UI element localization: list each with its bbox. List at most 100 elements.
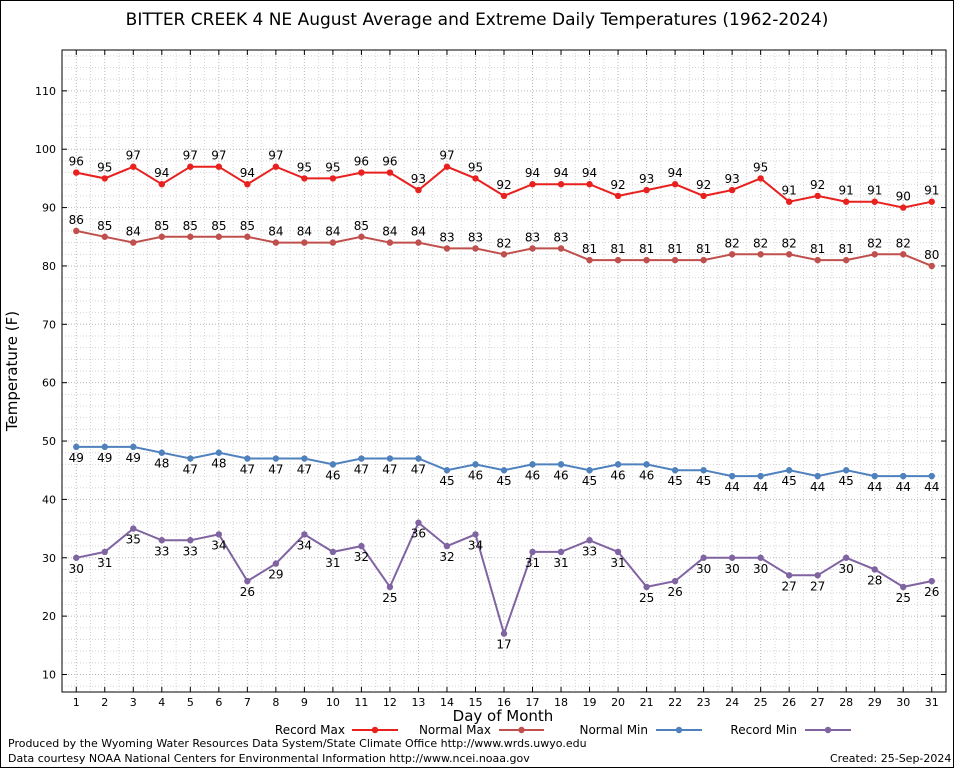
record-min-point (329, 548, 337, 556)
x-tick-label: 1 (73, 696, 80, 709)
record-min-point (529, 548, 536, 556)
record-min-point (187, 537, 194, 544)
normal-min-data-label: 44 (924, 480, 939, 494)
x-tick-label: 28 (839, 696, 853, 709)
record-min-data-label: 31 (525, 556, 540, 570)
x-tick-label: 3 (130, 696, 137, 709)
record-max-data-label: 97 (126, 149, 141, 163)
credit-line-2: Data courtesy NOAA National Centers for … (8, 752, 530, 765)
record-max-point (900, 204, 907, 211)
normal-max-point (73, 227, 80, 235)
record-max-data-label: 90 (896, 190, 911, 204)
normal-min-point (757, 472, 764, 480)
record-max-point (101, 175, 108, 182)
record-max-point (614, 192, 622, 200)
record-max-point (415, 186, 422, 194)
normal-max-data-label: 83 (525, 230, 540, 244)
record-max-data-label: 93 (639, 172, 654, 186)
x-tick-label: 6 (215, 696, 222, 709)
x-tick-label: 23 (697, 696, 711, 709)
record-min-point (358, 542, 365, 550)
normal-min-data-label: 48 (211, 457, 226, 471)
normal-min-data-label: 46 (553, 468, 568, 482)
x-tick-label: 16 (497, 696, 511, 709)
x-tick-label: 14 (440, 696, 454, 709)
normal-min-data-label: 45 (839, 474, 854, 488)
normal-max-point (871, 251, 878, 258)
record-min-data-label: 34 (297, 538, 312, 552)
normal-min-data-label: 49 (97, 451, 112, 465)
record-min-data-label: 32 (439, 550, 454, 564)
normal-min-data-label: 47 (382, 463, 397, 477)
record-max-data-label: 96 (69, 155, 84, 169)
normal-max-point (529, 245, 536, 252)
legend-marker-normal-max (518, 726, 525, 734)
normal-min-data-label: 44 (810, 480, 825, 494)
x-tick-label: 24 (725, 696, 739, 709)
record-max-point (472, 175, 479, 182)
x-tick-label: 11 (354, 696, 368, 709)
normal-min-data-label: 45 (667, 474, 682, 488)
normal-max-point (244, 233, 251, 240)
normal-max-data-label: 82 (896, 236, 911, 250)
record-max-data-label: 94 (154, 166, 169, 180)
normal-max-data-label: 84 (325, 225, 340, 239)
normal-min-point (187, 455, 194, 462)
record-min-point (158, 537, 166, 544)
normal-max-data-label: 86 (69, 213, 84, 227)
record-min-data-label: 30 (69, 562, 84, 576)
record-min-point (614, 548, 622, 556)
record-min-data-label: 31 (325, 556, 340, 570)
record-min-point (643, 583, 650, 591)
record-min-point (215, 531, 223, 538)
normal-max-data-label: 85 (154, 219, 169, 233)
normal-max-data-label: 81 (839, 242, 854, 256)
record-min-data-label: 33 (582, 544, 597, 558)
record-max-data-label: 95 (297, 160, 312, 174)
record-min-data-label: 25 (382, 591, 397, 605)
normal-min-point (358, 455, 365, 462)
x-tick-label: 25 (754, 696, 768, 709)
normal-max-data-label: 83 (439, 230, 454, 244)
normal-min-data-label: 47 (411, 463, 426, 477)
record-max-point (557, 181, 565, 188)
normal-min-data-label: 48 (154, 457, 169, 471)
record-min-data-label: 30 (753, 562, 768, 576)
normal-max-point (900, 251, 907, 258)
record-max-data-label: 93 (411, 172, 426, 186)
record-max-data-label: 92 (496, 178, 511, 192)
normal-max-point (272, 239, 280, 246)
x-tick-label: 20 (611, 696, 625, 709)
record-min-point (130, 525, 137, 532)
record-max-data-label: 95 (97, 160, 112, 174)
normal-max-point (785, 251, 793, 258)
x-axis-label: Day of Month (453, 707, 554, 725)
record-max-point (187, 163, 194, 170)
normal-min-point (101, 443, 108, 451)
normal-min-point (329, 461, 337, 468)
x-tick-label: 4 (158, 696, 165, 709)
y-tick-label: 20 (42, 610, 56, 623)
normal-max-data-label: 84 (411, 225, 426, 239)
record-max-point (529, 181, 536, 188)
record-min-point (928, 577, 935, 585)
normal-min-data-label: 47 (268, 463, 283, 477)
legend-marker-normal-min (675, 726, 683, 734)
normal-max-data-label: 85 (183, 219, 198, 233)
record-max-point (244, 181, 251, 188)
normal-max-data-label: 81 (667, 242, 682, 256)
record-max-data-label: 97 (183, 149, 198, 163)
normal-max-point (928, 262, 935, 270)
normal-max-point (757, 251, 764, 258)
record-min-point (301, 531, 308, 538)
record-max-point (928, 198, 935, 205)
normal-min-point (301, 455, 308, 462)
normal-min-point (415, 455, 422, 462)
y-tick-label: 40 (42, 493, 56, 506)
normal-min-data-label: 46 (325, 468, 340, 482)
grid-layer (62, 50, 946, 692)
normal-max-data-label: 83 (553, 230, 568, 244)
x-tick-label: 29 (868, 696, 882, 709)
normal-max-data-label: 84 (297, 225, 312, 239)
